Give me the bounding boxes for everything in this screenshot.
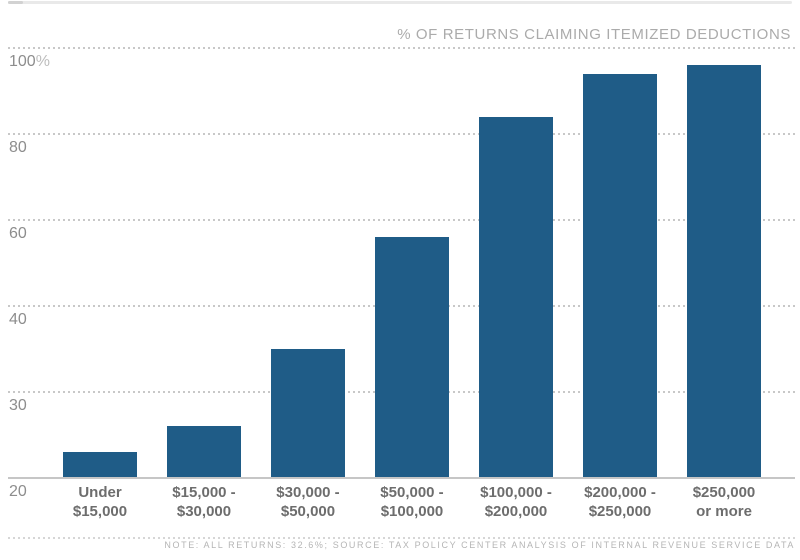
bar [271,349,345,477]
top-divider-cap [8,1,23,4]
y-axis-tick-label: 80 [9,139,27,156]
gridline [8,47,795,49]
source-note: NOTE: ALL RETURNS: 32.6%; SOURCE: TAX PO… [164,540,795,550]
bar [167,426,241,477]
percent-sign: % [35,53,50,70]
x-axis-category-label: $200,000 - $250,000 [584,484,656,520]
y-axis-tick-label: 40 [9,311,27,328]
x-axis-category-label: $100,000 - $200,000 [480,484,552,520]
bar [687,65,761,477]
note-divider [8,537,795,539]
chart-title: % OF RETURNS CLAIMING ITEMIZED DEDUCTION… [397,26,791,43]
bar [479,116,553,477]
gridline [8,133,795,135]
bar [63,452,137,477]
y-axis-tick-label: 100% [9,53,50,70]
x-axis-category-label: Under $15,000 [72,484,128,520]
gridline [8,219,795,221]
x-axis-category-label: $15,000 - $30,000 [172,484,236,520]
bar [583,73,657,477]
y-axis-tick-label: 30 [9,397,27,414]
x-axis-category-label: $250,000 or more [692,484,756,520]
x-axis-category-label: $50,000 - $100,000 [380,484,444,520]
y-axis-tick-label: 20 [9,483,27,500]
top-divider [8,1,792,4]
x-axis-category-label: $30,000 - $50,000 [276,484,340,520]
x-axis-baseline [8,477,795,479]
bar [375,237,449,477]
y-axis-tick-label: 60 [9,225,27,242]
